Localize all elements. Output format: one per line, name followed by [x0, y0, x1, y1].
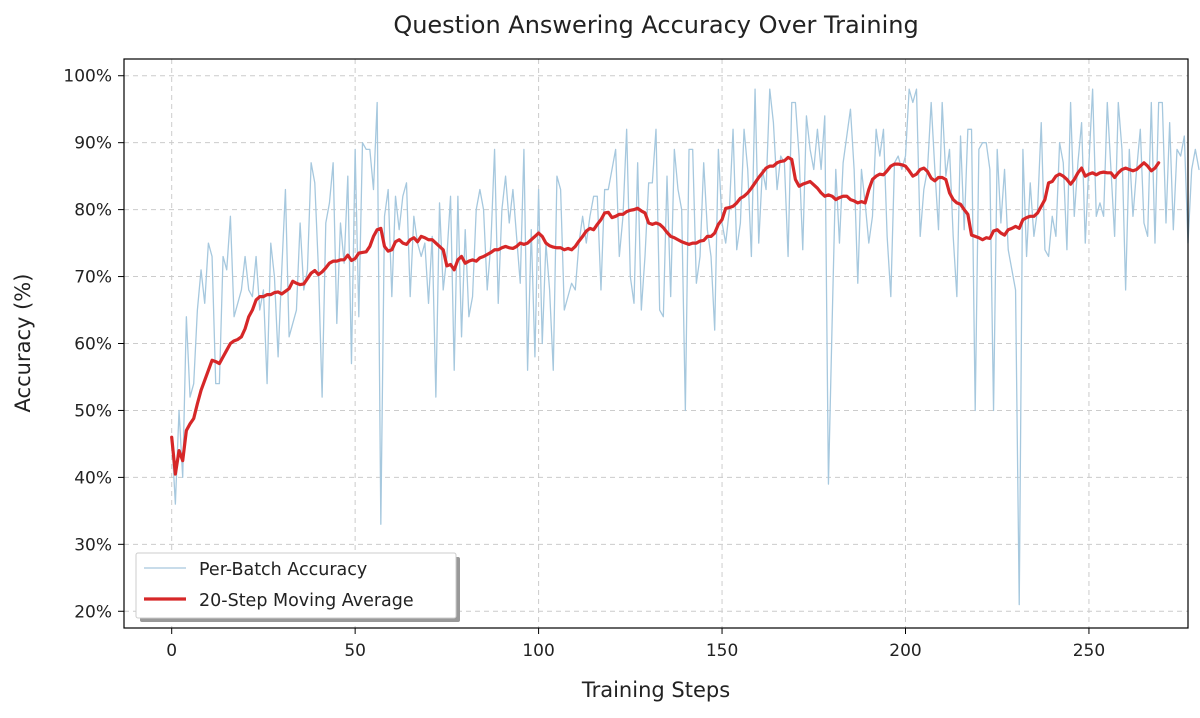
- y-tick-label: 50%: [74, 401, 112, 421]
- chart-legend: Per-Batch Accuracy 20-Step Moving Averag…: [135, 552, 460, 622]
- y-tick-label: 70%: [74, 268, 112, 288]
- y-tick-label: 60%: [74, 335, 112, 355]
- y-tick-label: 80%: [74, 201, 112, 221]
- x-axis-title: Training Steps: [581, 678, 730, 702]
- x-tick-label: 200: [889, 641, 921, 661]
- legend-label-per-batch: Per-Batch Accuracy: [199, 560, 367, 580]
- y-axis-title: Accuracy (%): [11, 274, 35, 413]
- tick-layer: 0 50 100 150 200 250 20% 30% 40% 50% 60% 70% 80% 90% 1…: [63, 67, 1105, 661]
- y-tick-label: 90%: [74, 134, 112, 154]
- y-tick-label: 100%: [63, 67, 112, 87]
- legend-box: [135, 552, 457, 619]
- legend-label-moving-average: 20-Step Moving Average: [199, 591, 414, 611]
- y-tick-label: 40%: [74, 468, 112, 488]
- y-tick-label: 20%: [74, 602, 112, 622]
- per-batch-accuracy-line: [171, 88, 1200, 606]
- x-tick-label: 0: [166, 641, 177, 661]
- x-tick-label: 100: [522, 641, 554, 661]
- data-layer: [170, 88, 1200, 606]
- moving-average-line: [170, 155, 1161, 476]
- chart-title: Question Answering Accuracy Over Trainin…: [393, 11, 918, 39]
- y-tick-label: 30%: [74, 535, 112, 555]
- x-tick-label: 50: [344, 641, 366, 661]
- x-tick-label: 250: [1073, 641, 1105, 661]
- x-tick-label: 150: [706, 641, 738, 661]
